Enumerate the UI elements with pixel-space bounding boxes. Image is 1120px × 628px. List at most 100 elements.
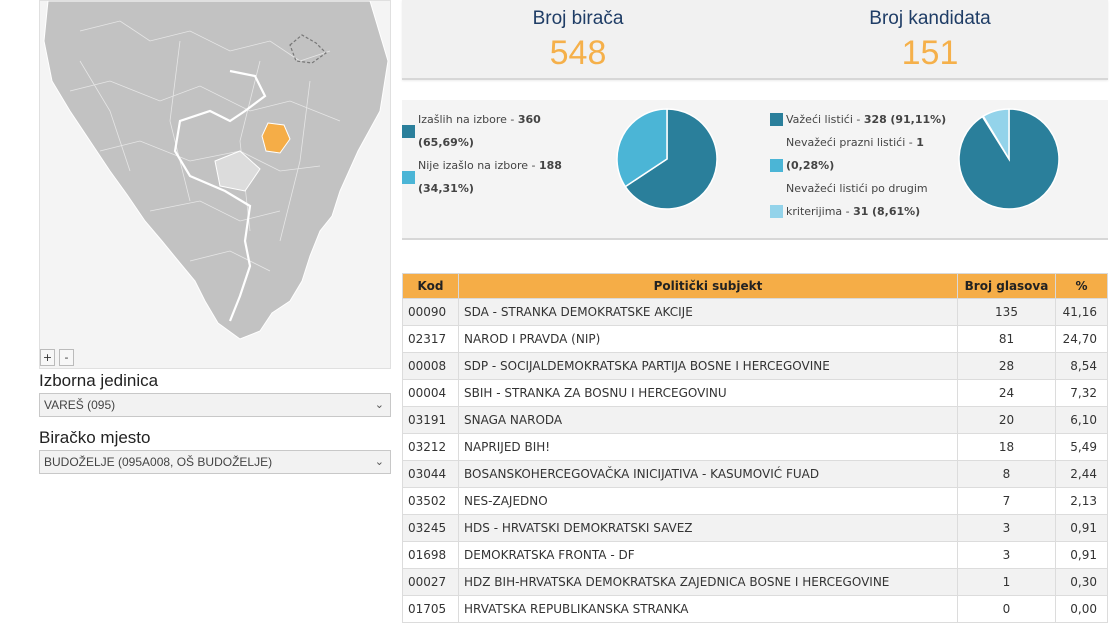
- legend-swatch: [770, 159, 783, 172]
- legend-percent: (34,31%): [418, 182, 474, 195]
- municipality-borders: [69, 20, 341, 272]
- legend-item-absent: Nije izašlo na izbore - 188 (34,31%): [402, 154, 592, 200]
- party-percent: 0,00: [1055, 595, 1108, 623]
- party-percent: 2,13: [1055, 487, 1108, 515]
- table-row[interactable]: 00027 HDZ BIH-HRVATSKA DEMOKRATSKA ZAJEDN…: [402, 568, 1108, 596]
- unit-select-value: VAREŠ (095): [44, 398, 116, 412]
- header-percent[interactable]: %: [1055, 273, 1108, 299]
- party-name: SNAGA NARODA: [458, 406, 958, 434]
- unit-label: Izborna jedinica: [39, 371, 159, 390]
- legend-label: Nije izašlo na izbore -: [418, 159, 539, 172]
- table-row[interactable]: 00008 SDP - SOCIJALDEMOKRATSKA PARTIJA BO…: [402, 352, 1108, 380]
- party-code: 03245: [402, 514, 459, 542]
- legend-percent: (91,11%): [890, 113, 947, 126]
- party-code: 00027: [402, 568, 459, 596]
- party-code: 00090: [402, 298, 459, 326]
- legend-percent: (8,61%): [871, 205, 921, 218]
- party-percent: 0,91: [1055, 541, 1108, 569]
- party-code: 01698: [402, 541, 459, 569]
- party-votes: 81: [957, 325, 1056, 353]
- results-table: Kod Politički subjekt Broj glasova % 000…: [402, 273, 1108, 623]
- table-row[interactable]: 02317 NAROD I PRAVDA (NIP) 81 24,70: [402, 325, 1108, 353]
- party-percent: 41,16: [1055, 298, 1108, 326]
- party-name: NAROD I PRAVDA (NIP): [458, 325, 958, 353]
- legend-label: Važeći listići -: [786, 113, 864, 126]
- party-votes: 0: [957, 595, 1056, 623]
- party-code: 01705: [402, 595, 459, 623]
- party-percent: 7,32: [1055, 379, 1108, 407]
- ballot-pie-chart[interactable]: [958, 108, 1060, 210]
- party-code: 00008: [402, 352, 459, 380]
- legend-swatch: [770, 205, 783, 218]
- voters-value: 548: [549, 34, 607, 72]
- bih-map[interactable]: [40, 1, 392, 370]
- party-code: 03502: [402, 487, 459, 515]
- zoom-in-button[interactable]: +: [40, 349, 55, 366]
- party-name: BOSANSKOHERCEGOVAČKA INICIJATIVA - KASUM…: [458, 460, 958, 488]
- table-row[interactable]: 03212 NAPRIJED BIH! 18 5,49: [402, 433, 1108, 461]
- table-row[interactable]: 01705 HRVATSKA REPUBLIKANSKA STRANKA 0 0,00: [402, 595, 1108, 623]
- candidates-value: 151: [901, 34, 959, 72]
- station-select[interactable]: BUDOŽELJE (095A008, OŠ BUDOŽELJE) ⌄: [39, 450, 391, 474]
- party-votes: 3: [957, 541, 1056, 569]
- unit-select[interactable]: VAREŠ (095) ⌄: [39, 393, 391, 417]
- station-select-value: BUDOŽELJE (095A008, OŠ BUDOŽELJE): [44, 455, 273, 469]
- party-percent: 8,54: [1055, 352, 1108, 380]
- legend-swatch: [770, 113, 783, 126]
- party-code: 02317: [402, 325, 459, 353]
- party-name: SDA - STRANKA DEMOKRATSKE AKCIJE: [458, 298, 958, 326]
- turnout-pie-chart[interactable]: [616, 108, 718, 210]
- sarajevo-region: [214, 150, 261, 192]
- party-votes: 18: [957, 433, 1056, 461]
- party-code: 00004: [402, 379, 459, 407]
- pie-slice[interactable]: [624, 108, 718, 210]
- pie-slice[interactable]: [616, 108, 668, 188]
- header-party[interactable]: Politički subjekt: [458, 273, 958, 299]
- brcko-district: [289, 34, 327, 64]
- legend-value: 328: [863, 113, 887, 126]
- header-code[interactable]: Kod: [402, 273, 459, 299]
- table-row[interactable]: 00004 SBIH - STRANKA ZA BOSNU I HERCEGOVI…: [402, 379, 1108, 407]
- candidates-stat: Broj kandidata 151: [754, 8, 1106, 73]
- legend-percent: (65,69%): [418, 136, 474, 149]
- legend-value: 188: [538, 159, 562, 172]
- party-votes: 20: [957, 406, 1056, 434]
- selected-municipality[interactable]: [261, 122, 291, 154]
- party-votes: 135: [957, 298, 1056, 326]
- legend-label: Nevažeći listići po drugim kriterijima -: [786, 182, 928, 218]
- table-row[interactable]: 03191 SNAGA NARODA 20 6,10: [402, 406, 1108, 434]
- chevron-down-icon: ⌄: [374, 456, 384, 468]
- table-row[interactable]: 03044 BOSANSKOHERCEGOVAČKA INICIJATIVA - …: [402, 460, 1108, 488]
- party-votes: 8: [957, 460, 1056, 488]
- stats-panel: Broj birača 548 Broj kandidata 151: [402, 0, 1108, 80]
- country-shape: [43, 1, 389, 340]
- party-name: NES-ZAJEDNO: [458, 487, 958, 515]
- party-percent: 24,70: [1055, 325, 1108, 353]
- station-label: Biračko mjesto: [39, 428, 151, 447]
- map-panel[interactable]: + -: [39, 0, 391, 369]
- table-header-row: Kod Politički subjekt Broj glasova %: [402, 273, 1108, 299]
- turnout-legend: Izašlih na izbore - 360 (65,69%) Nije iz…: [402, 108, 592, 200]
- pie-slice[interactable]: [982, 108, 1010, 162]
- party-name: SBIH - STRANKA ZA BOSNU I HERCEGOVINU: [458, 379, 958, 407]
- voters-stat: Broj birača 548: [402, 8, 754, 73]
- table-row[interactable]: 03502 NES-ZAJEDNO 7 2,13: [402, 487, 1108, 515]
- legend-percent: (0,28%): [786, 159, 835, 172]
- party-code: 03044: [402, 460, 459, 488]
- table-row[interactable]: 03245 HDS - HRVATSKI DEMOKRATSKI SAVEZ 3 0,…: [402, 514, 1108, 542]
- party-votes: 28: [957, 352, 1056, 380]
- party-votes: 7: [957, 487, 1056, 515]
- legend-swatch: [402, 171, 415, 184]
- chevron-down-icon: ⌄: [374, 399, 384, 411]
- legend-item-blank: Nevažeći prazni listići - 1 (0,28%): [770, 131, 950, 177]
- table-row[interactable]: 00090 SDA - STRANKA DEMOKRATSKE AKCIJE 135…: [402, 298, 1108, 326]
- zoom-out-button[interactable]: -: [59, 349, 74, 366]
- header-votes[interactable]: Broj glasova: [957, 273, 1056, 299]
- candidates-label: Broj kandidata: [869, 8, 991, 29]
- legend-value: 1: [916, 136, 924, 149]
- party-name: NAPRIJED BIH!: [458, 433, 958, 461]
- table-row[interactable]: 01698 DEMOKRATSKA FRONTA - DF 3 0,91: [402, 541, 1108, 569]
- party-name: DEMOKRATSKA FRONTA - DF: [458, 541, 958, 569]
- party-votes: 1: [957, 568, 1056, 596]
